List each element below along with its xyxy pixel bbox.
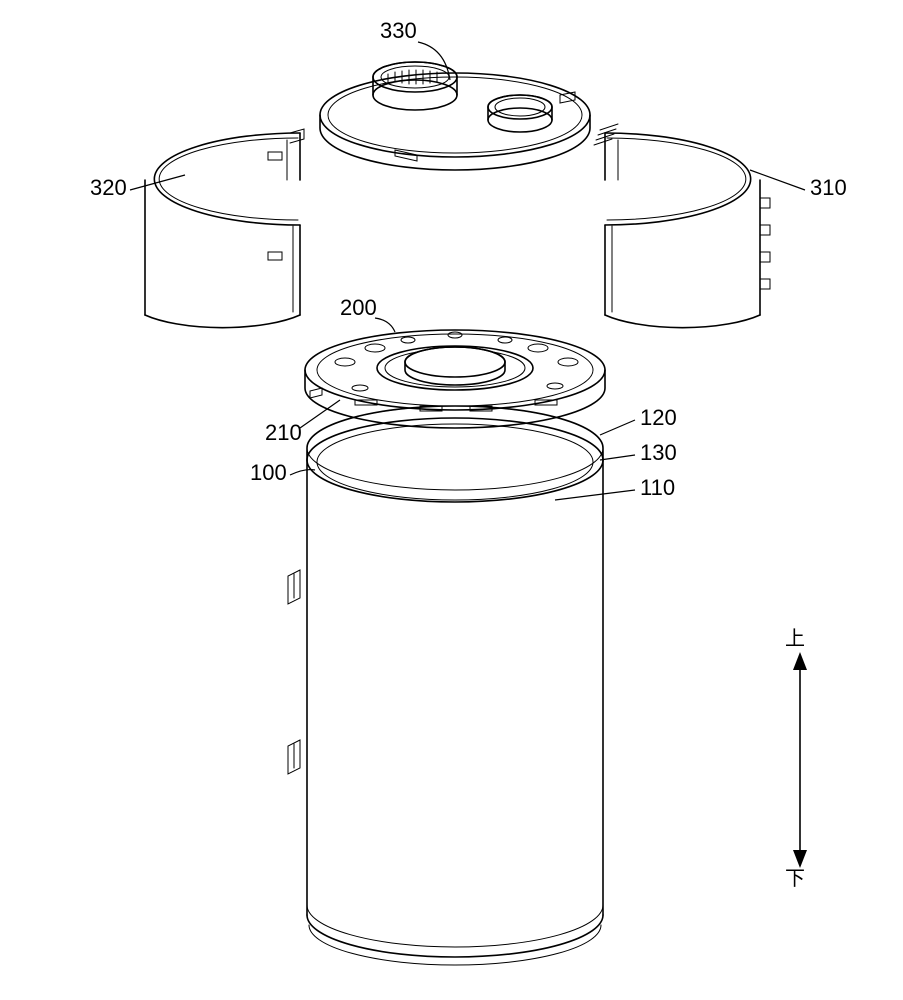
exploded-diagram: 330 320 310 200 210 120 130 110 100 上 下	[0, 0, 903, 1000]
label-310: 310	[810, 175, 847, 200]
label-100: 100	[250, 460, 287, 485]
part-body-100	[288, 406, 603, 965]
label-320: 320	[90, 175, 127, 200]
part-ring-200	[305, 330, 605, 428]
label-130: 130	[640, 440, 677, 465]
leaders	[130, 42, 805, 500]
label-330: 330	[380, 18, 417, 43]
direction-arrow: 上 下	[785, 627, 807, 890]
part-half-shell-320	[145, 129, 304, 328]
label-200: 200	[340, 295, 377, 320]
label-120: 120	[640, 405, 677, 430]
label-210: 210	[265, 420, 302, 445]
arrow-label-top: 上	[785, 627, 805, 650]
part-half-shell-310	[594, 124, 770, 328]
label-110: 110	[640, 475, 675, 500]
part-top-plate-330	[320, 62, 590, 170]
arrow-label-bottom: 下	[785, 868, 805, 890]
